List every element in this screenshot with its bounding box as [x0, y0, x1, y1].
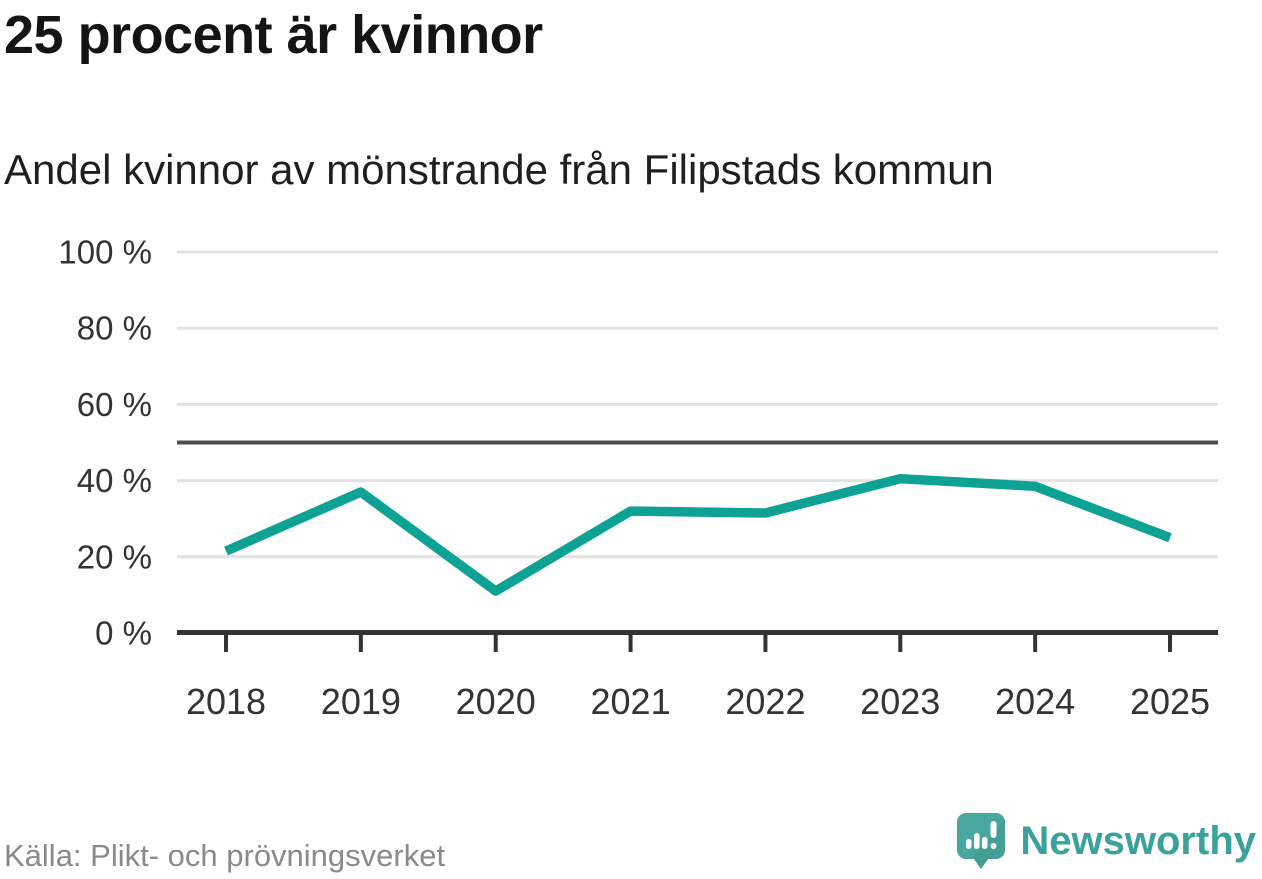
- x-tick-label: 2021: [591, 681, 671, 720]
- x-tick-label: 2020: [456, 681, 536, 720]
- newsworthy-logo: Newsworthy: [956, 812, 1256, 870]
- source-note: Källa: Plikt- och prövningsverket: [4, 838, 446, 873]
- newsworthy-logo-text: Newsworthy: [1020, 818, 1256, 863]
- logo-bars-exclamation: [966, 821, 997, 849]
- y-tick-label: 20 %: [77, 538, 152, 575]
- y-tick-label: 40 %: [77, 462, 152, 499]
- line-chart-plot: 0 % 20 % 40 % 60 % 80 % 100 % 2018 2019 2020 2021…: [58, 234, 1218, 720]
- x-tick-label: 2023: [860, 681, 940, 720]
- y-tick-label: 60 %: [77, 386, 152, 423]
- y-tick-label: 100 %: [58, 234, 152, 271]
- data-line-andel-kvinnor: [224, 473, 1172, 596]
- chart-subtitle: Andel kvinnor av mönstrande från Filipst…: [4, 146, 994, 193]
- x-tick-label: 2018: [186, 681, 266, 720]
- x-tick-label: 2025: [1130, 681, 1210, 720]
- x-tick-label: 2024: [995, 681, 1075, 720]
- x-tick-label: 2022: [725, 681, 805, 720]
- chart-title: 25 procent är kvinnor: [4, 5, 543, 65]
- y-tick-label: 80 %: [77, 310, 152, 347]
- x-tick-label: 2019: [321, 681, 401, 720]
- y-tick-label: 0 %: [95, 615, 152, 652]
- newsworthy-logo-icon: [957, 813, 1006, 869]
